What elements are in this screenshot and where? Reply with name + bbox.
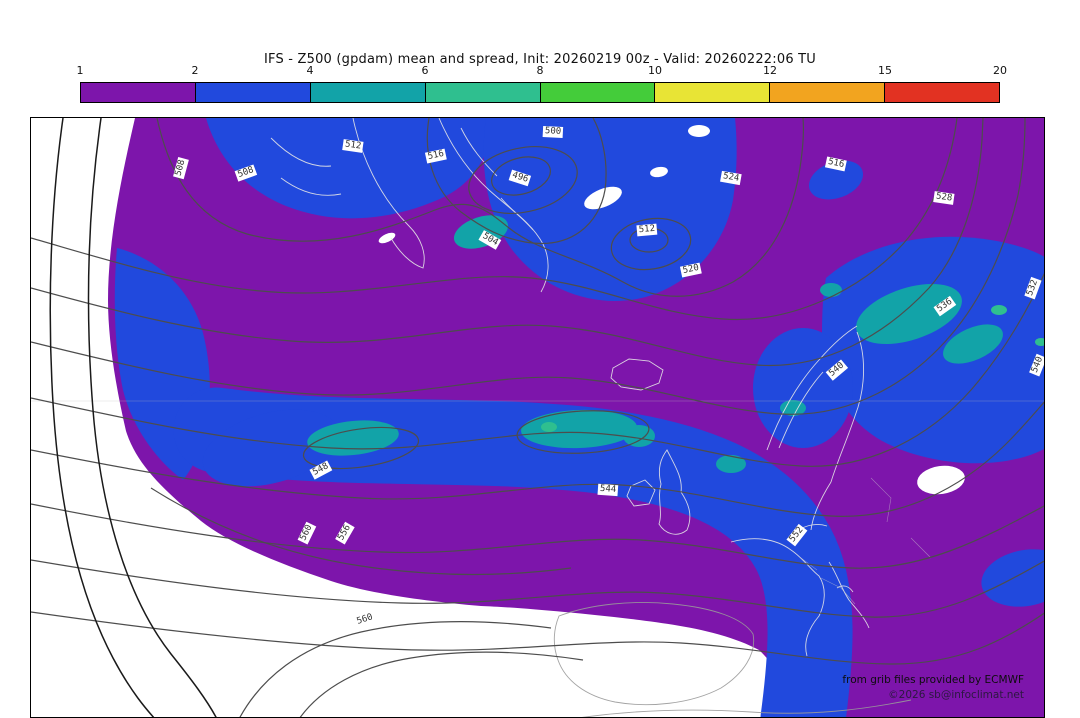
colorbar-tick-15: 15 [878, 64, 892, 77]
contour-loop-500 [468, 146, 578, 214]
colorbar-segment-5 [655, 83, 771, 102]
colorbar-tick-8: 8 [536, 64, 544, 77]
coast-scandinavia [766, 325, 864, 531]
coastlines [270, 118, 932, 717]
contour-544 [31, 611, 1044, 665]
coast-britain [658, 449, 691, 535]
colorbar-tick-12: 12 [763, 64, 777, 77]
colorbar-segment-6 [770, 83, 886, 102]
contour-lines [31, 118, 1044, 717]
contour-556-arc [150, 487, 572, 576]
attribution: from grib files provided by ECMWF ©2026 … [842, 674, 1024, 701]
colorbar-segment-7 [885, 83, 999, 102]
colorbar: 1 2 4 6 8 10 12 15 20 [76, 64, 1008, 108]
colorbar-tick-4: 4 [306, 64, 314, 77]
map-area: 508 508 512 516 500 496 504 512 520 524 516 528 532 5… [30, 117, 1045, 718]
map-canvas [31, 118, 1044, 717]
contour-556-bottom [239, 621, 552, 717]
attribution-source: from grib files provided by ECMWF [842, 674, 1024, 686]
coast-iceland [610, 358, 664, 391]
contour-532 [31, 401, 1044, 517]
colorbar-ticks: 1 2 4 6 8 10 12 15 20 [76, 64, 1008, 79]
coast-ireland [626, 479, 656, 507]
colorbar-segment-0 [81, 83, 196, 102]
contour-508 [156, 118, 804, 297]
chart-title: IFS - Z500 (gpdam) mean and spread, Init… [264, 52, 816, 67]
attribution-copyright: ©2026 sb@infoclimat.net [888, 689, 1024, 701]
contour-left-outer [49, 118, 155, 717]
colorbar-tick-6: 6 [421, 64, 429, 77]
spread-teal-regions [307, 215, 1003, 473]
contour-536 [31, 503, 1044, 569]
contour-504 [426, 118, 607, 244]
coast-iberia [553, 602, 755, 706]
contour-520 [31, 118, 984, 367]
colorbar-bar [80, 82, 1000, 103]
coast-italy [828, 561, 870, 629]
coast-north-africa [581, 699, 912, 717]
colorbar-segment-2 [310, 83, 426, 102]
contour-524 [31, 118, 1026, 415]
colorbar-segment-3 [425, 83, 541, 102]
colorbar-tick-2: 2 [191, 64, 199, 77]
coast-greenland-west [352, 118, 425, 269]
colorbar-segment-4 [540, 83, 656, 102]
contour-540 [31, 559, 1044, 618]
contour-loop-central [516, 410, 650, 454]
colorbar-tick-1: 1 [76, 64, 84, 77]
contour-516 [31, 118, 958, 321]
contour-528 [31, 272, 1044, 467]
colorbar-tick-20: 20 [993, 64, 1007, 77]
spread-fill-layer [108, 118, 1044, 717]
colorbar-tick-10: 10 [648, 64, 662, 77]
coast-greenland-fjords [270, 127, 534, 231]
spread-green-spots [541, 305, 1044, 432]
colorbar-segment-1 [195, 83, 311, 102]
contour-left-inner [87, 118, 217, 717]
contour-loop-west [302, 426, 420, 470]
contour-loop-496 [491, 156, 551, 196]
contour-560-bottom [299, 651, 584, 717]
contour-loop-516 [610, 217, 692, 271]
